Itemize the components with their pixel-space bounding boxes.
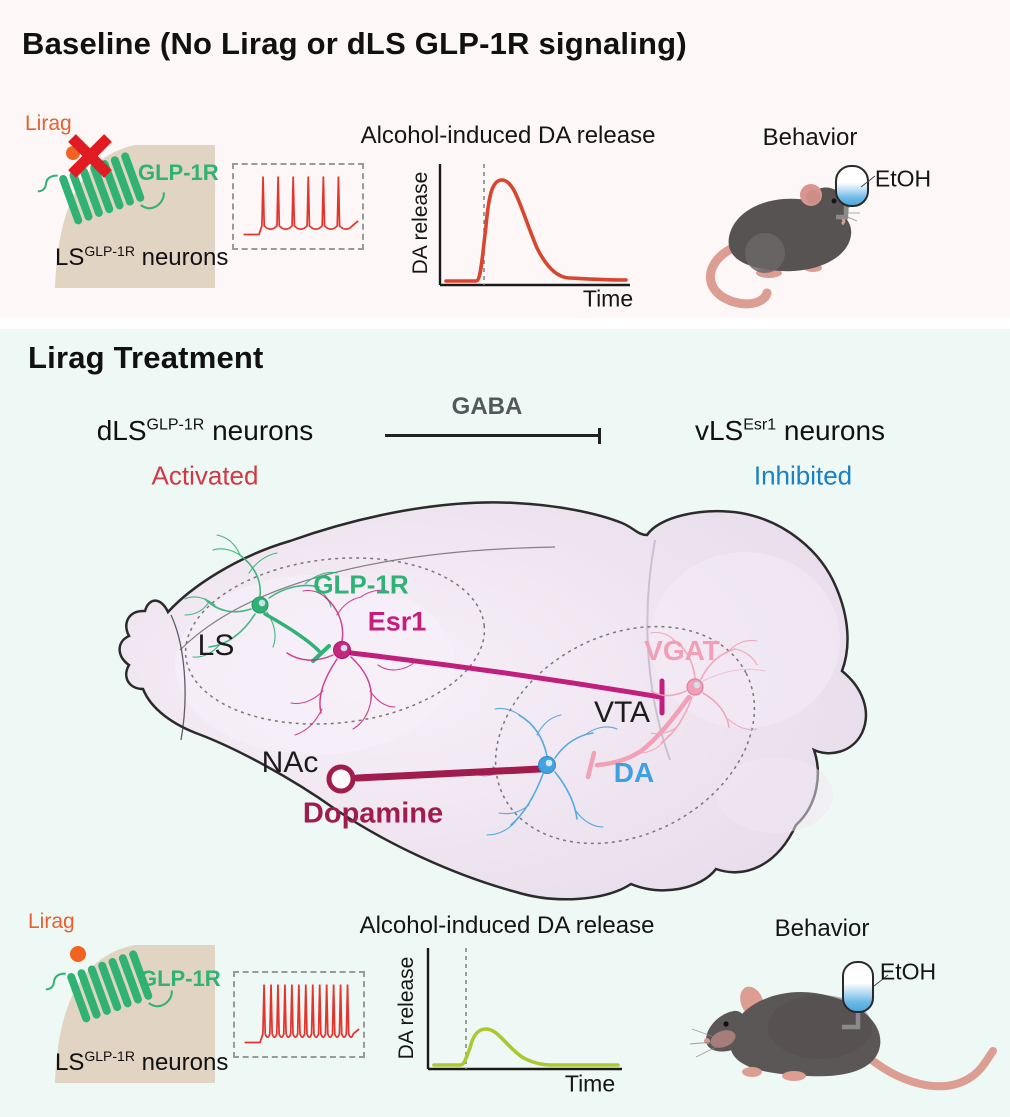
cortex-inner-line [179,546,556,651]
glp1r-neuron-label: GLP-1R [313,569,409,600]
lirag-dot [70,946,86,962]
inhibited-state-label: Inhibited [753,460,853,491]
dopamine-release-terminal [326,764,356,794]
esr1-neuron-label: Esr1 [367,606,427,637]
mouse-ear-inner [806,190,820,204]
vgat-nucleus [693,681,701,689]
da-graph-ylabel-baseline: DA release [409,171,432,275]
ls-neurons-label: LSGLP-1R neurons [55,243,229,271]
vgat-inhibitory-axon [594,694,692,768]
mouse-hind-leg [745,233,785,273]
glp1r-receptor-label: GLP-1R [138,160,219,185]
lirag-label: Lirag [25,112,72,135]
vls-population-label: vLSEsr1 neurons [694,415,886,446]
brainstem-highlight [717,757,833,833]
mouse-eye [831,198,837,204]
mouse-whiskers [690,1028,717,1058]
lirag-label: Lirag [28,910,75,933]
olfactory-bulb-line [170,614,186,741]
activated-state-label: Activated [151,460,259,491]
spike-trace-path [243,176,359,236]
gaba-label: GABA [451,393,523,420]
da-neuron-label: DA [613,757,655,788]
bottle-spout [836,205,849,220]
spike-train-treatment [244,984,360,1044]
receptor-card-treatment-art [45,945,215,1083]
dls-population-label: dLSGLP-1R neurons [96,415,314,446]
gaba-inhibitory-line [385,434,599,437]
vgat-neuron-label: VGAT [644,635,720,666]
spike-trace-box-treatment [233,971,365,1058]
mouse-eye [723,1021,729,1027]
etoh-label-baseline: EtOH [874,165,932,192]
dopamine-axon [353,765,544,782]
etoh-leader-line [860,175,876,188]
blocked-x-icon [68,134,112,178]
etoh-bottle-icon [842,961,874,1013]
da-neuron [326,707,618,836]
behavior-title-baseline: Behavior [762,124,858,151]
esr1-nucleus [340,644,348,652]
spike-trace-path [244,984,360,1044]
da-graph-title-baseline: Alcohol-induced DA release [360,122,656,149]
nac-region-label: NAc [261,746,319,779]
da-graph-xlabel-treatment: Time [564,1070,616,1097]
vgat-inhibitory-tbar [585,750,597,780]
glp1r-receptor-icon [45,950,173,1023]
behavior-scene-treatment [690,961,997,1091]
esr1-neuron [286,589,665,736]
baseline-title: Baseline (No Lirag or dLS GLP-1R signali… [22,26,687,61]
da-nucleus [545,759,553,767]
mouse-back-shading [768,995,872,1059]
glp1r-inhibitory-tbar [311,644,331,663]
mouse-muzzle [710,1030,736,1048]
gaba-inhibitory-tbar [598,428,601,444]
mouse-body [729,991,881,1077]
da-graph-treatment [426,948,622,1071]
cerebrum-highlight [175,575,455,755]
brain-diagram [118,501,868,901]
glp1r-receptor-icon [37,152,165,225]
vgat-neuron [585,631,766,780]
mouse-hind-foot [782,1071,806,1081]
receptor-card-baseline-art [37,134,215,288]
mouse-tail [706,242,772,309]
etoh-label-treatment: EtOH [879,958,937,985]
esr1-axon [348,650,663,700]
glp1r-neuron [184,534,338,663]
ls-region-dashed [184,557,486,725]
receptor-card-baseline: Lirag GLP-1R LSGLP-1R neurons [15,105,230,300]
receptor-card-treatment: Lirag GLP-1R LSGLP-1R neurons [15,895,230,1095]
da-graph-xlabel-baseline: Time [582,285,634,312]
glp1r-receptor-label: GLP-1R [140,966,221,991]
behavior-title-treatment: Behavior [774,915,870,942]
mouse-front-foot [742,1067,762,1077]
glp1r-inhibitory-axon [263,612,321,653]
esr1-dendrites [286,589,416,736]
vta-region-label: VTA [593,696,651,729]
vgat-dendrites [638,631,766,754]
da-graph-baseline [438,164,630,287]
spike-train-baseline [243,176,359,236]
da-graph-ylabel-treatment: DA release [395,956,418,1060]
dopamine-label: Dopamine [302,797,444,830]
ls-region-label: LS [197,629,235,662]
mouse-tail [864,1047,997,1091]
da-curve-high [444,178,628,283]
spike-trace-box-baseline [232,163,364,250]
etoh-leader-line [873,974,889,987]
glp1r-nucleus [258,599,266,607]
etoh-bottle-icon [835,165,869,207]
bottle-spout [842,1012,861,1030]
ls-neurons-label: LSGLP-1R neurons [55,1048,229,1076]
da-graph-title-treatment: Alcohol-induced DA release [359,912,655,939]
treatment-title: Lirag Treatment [28,340,264,375]
da-curve-low [432,1027,620,1067]
behavior-scene-baseline [706,165,876,309]
da-dendrites [472,707,618,836]
